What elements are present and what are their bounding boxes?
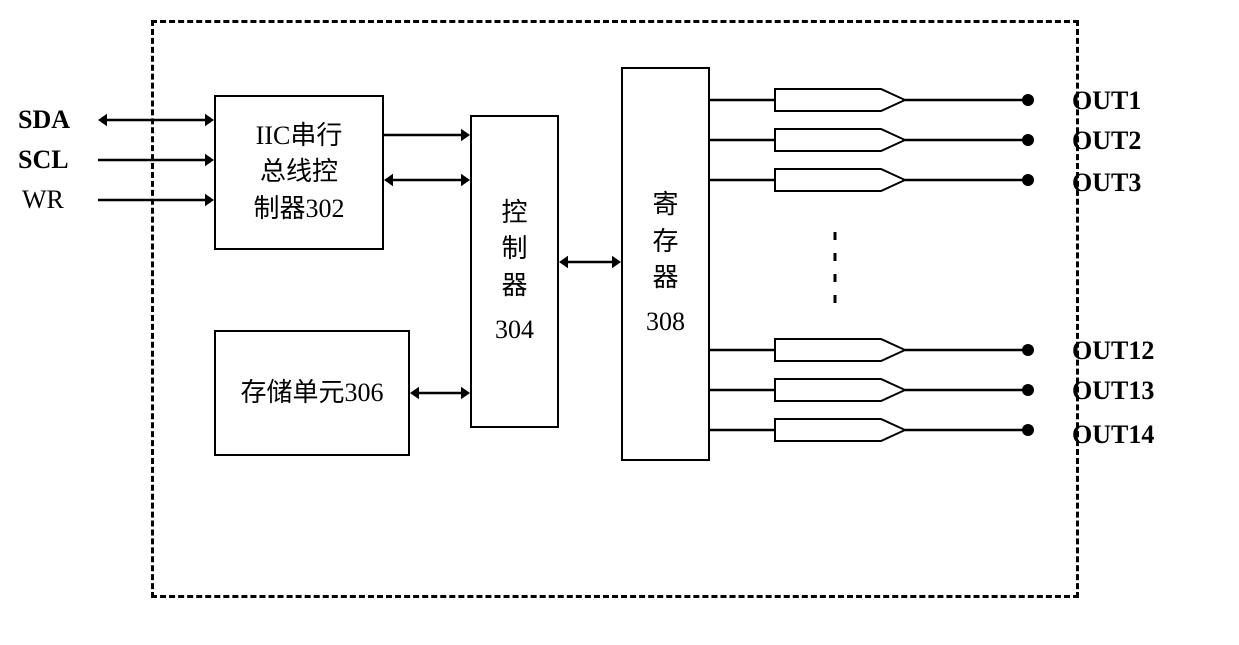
connections-layer — [0, 0, 1239, 645]
